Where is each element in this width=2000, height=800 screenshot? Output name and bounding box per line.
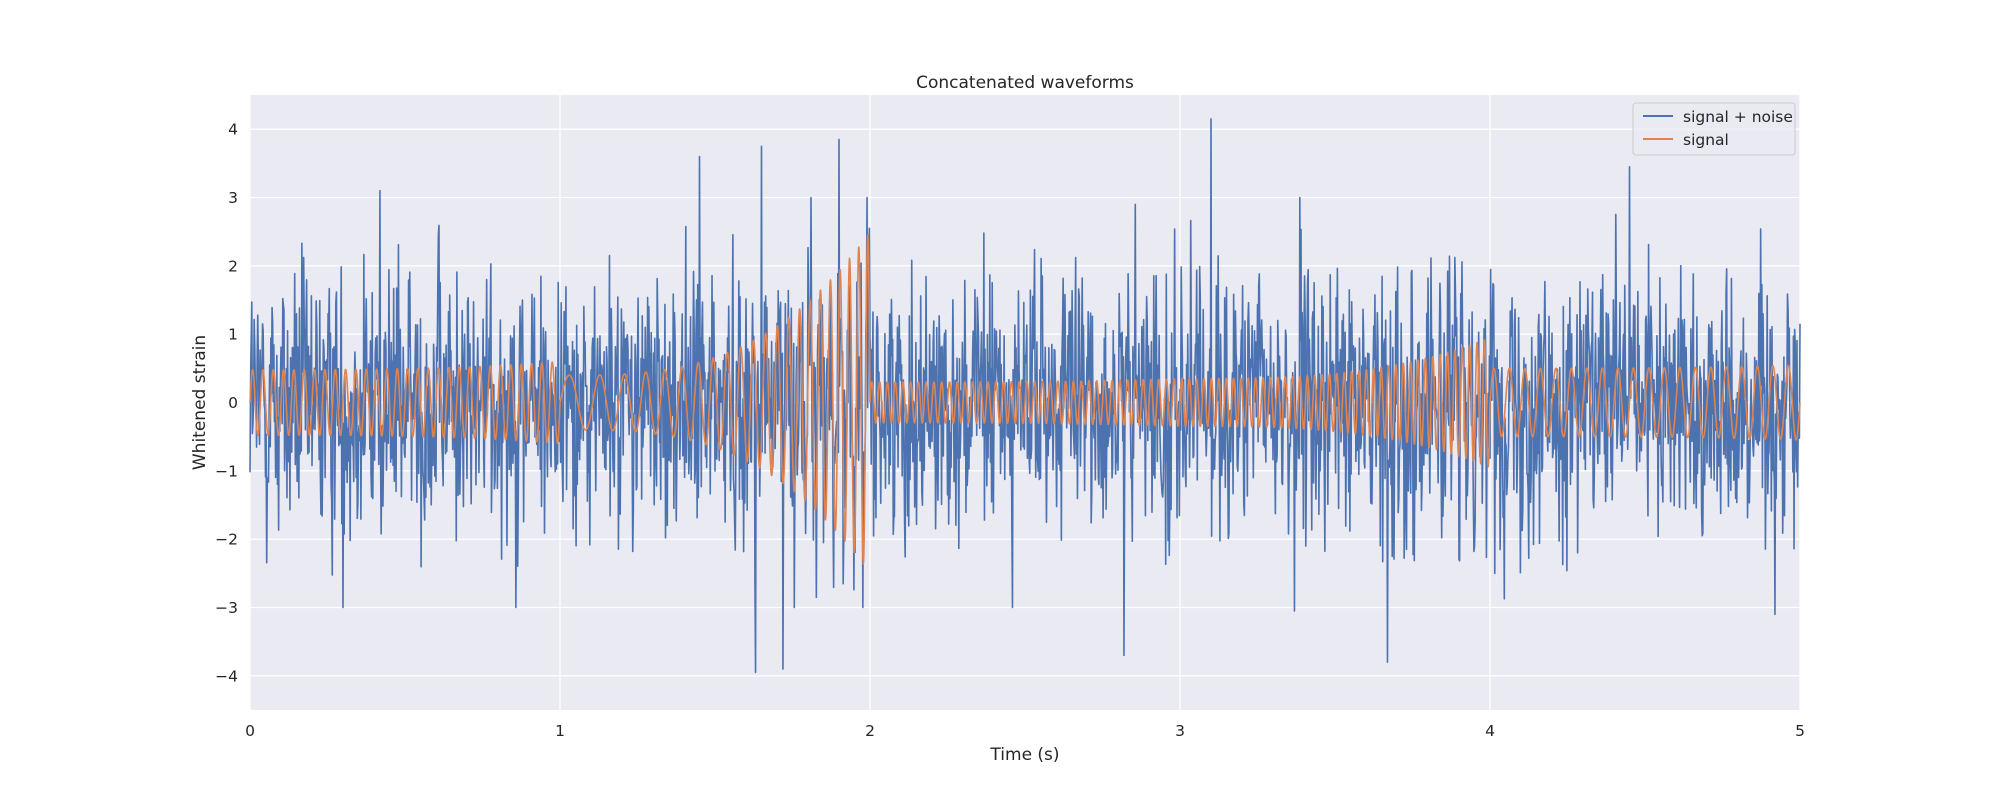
y-tick-label: −1	[215, 462, 238, 480]
x-tick-label: 3	[1175, 722, 1185, 740]
y-tick-label: 0	[228, 394, 238, 412]
chart-title: Concatenated waveforms	[916, 73, 1134, 93]
y-tick-label: 3	[228, 189, 238, 207]
x-tick-label: 5	[1795, 722, 1805, 740]
y-tick-label: −3	[215, 599, 238, 617]
legend-label-signal: signal	[1683, 131, 1729, 149]
y-tick-label: 2	[228, 257, 238, 275]
y-tick-label: −4	[215, 667, 238, 685]
series-line-signal	[249, 234, 1801, 565]
y-tick-label: 4	[228, 121, 238, 139]
y-axis-label: Whitened strain	[190, 335, 210, 470]
y-tick-label: 1	[228, 326, 238, 344]
series-line-signal-noise	[249, 118, 1801, 674]
x-tick-label: 1	[555, 722, 565, 740]
legend: signal + noise signal	[1632, 102, 1796, 156]
legend-box	[1632, 102, 1796, 156]
y-tick-labels: −4 −3 −2 −1 0 1 2 3 4	[215, 121, 238, 686]
x-tick-label: 4	[1485, 722, 1495, 740]
series-lines	[249, 118, 1801, 674]
x-tick-labels: 0 1 2 3 4 5	[245, 722, 1805, 740]
x-tick-label: 2	[865, 722, 875, 740]
y-tick-label: −2	[215, 531, 238, 549]
legend-label-signal-noise: signal + noise	[1683, 108, 1793, 126]
x-axis-label: Time (s)	[989, 745, 1059, 765]
x-tick-label: 0	[245, 722, 255, 740]
